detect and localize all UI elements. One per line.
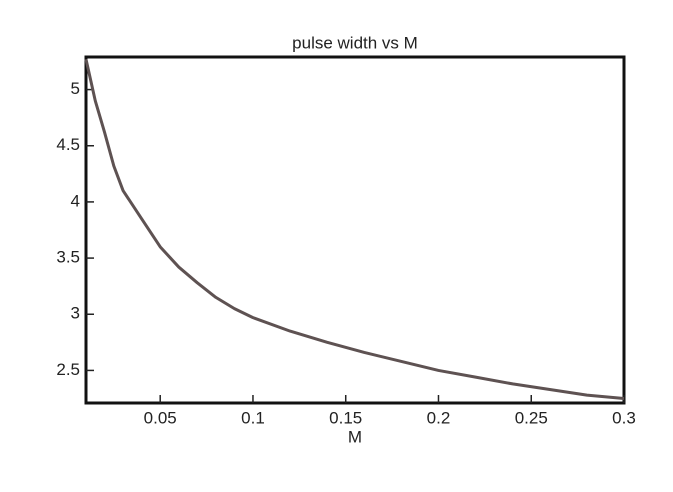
- x-tick-label: 0.05: [144, 408, 177, 427]
- y-tick-label: 5: [71, 79, 80, 98]
- y-tick-label: 3.5: [56, 248, 80, 267]
- x-axis-label: M: [348, 427, 362, 446]
- y-tick-label: 3: [71, 304, 80, 323]
- y-tick-label: 2.5: [56, 360, 80, 379]
- x-tick-label: 0.25: [515, 408, 548, 427]
- plot-frame: [84, 55, 626, 405]
- x-tick-label: 0.3: [612, 408, 636, 427]
- x-tick-label: 0.15: [329, 408, 362, 427]
- y-tick-label: 4: [71, 191, 80, 210]
- chart-title: pulse width vs M: [292, 33, 418, 52]
- y-tick-label: 4.5: [56, 135, 80, 154]
- x-tick-label: 0.2: [427, 408, 451, 427]
- x-tick-label: 0.1: [241, 408, 265, 427]
- data-line: [84, 58, 625, 401]
